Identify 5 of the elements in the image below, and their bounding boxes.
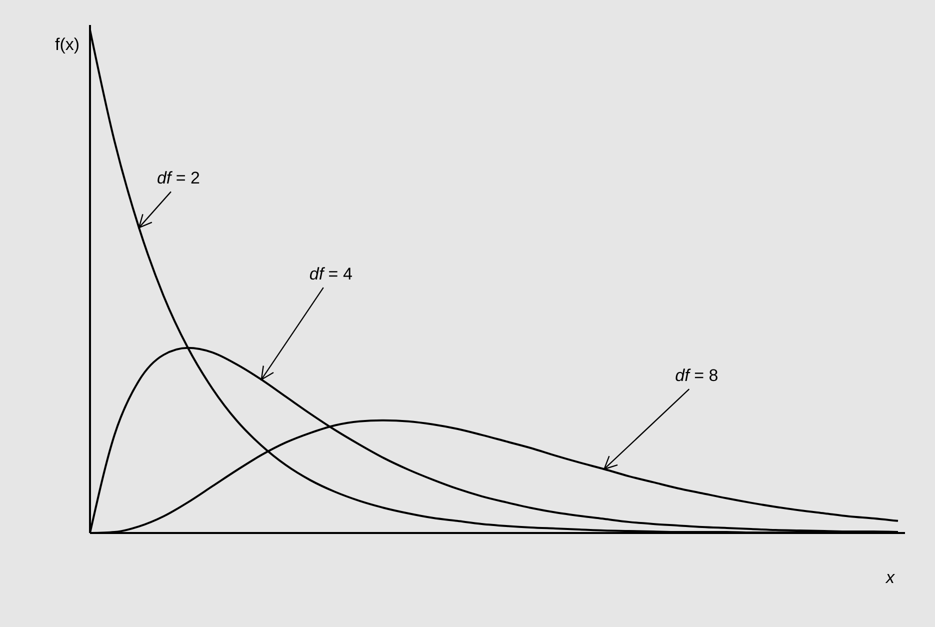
y-axis-title: f(x) [55, 35, 80, 54]
series-label: df = 2 [156, 168, 200, 188]
text: df = 8 [675, 366, 718, 386]
text: df = 4 [309, 264, 352, 284]
x-axis-title: x [885, 568, 895, 587]
